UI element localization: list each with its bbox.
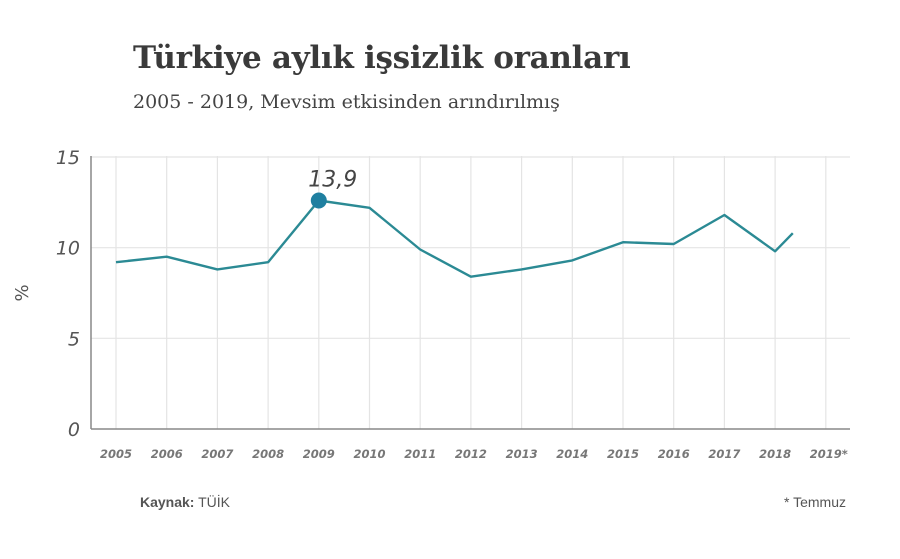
y-tick-label: 10 xyxy=(56,238,80,260)
source-credit: Kaynak: TÜİK xyxy=(140,494,230,510)
source-label: Kaynak: xyxy=(140,494,195,510)
y-tick-label: 0 xyxy=(68,419,80,441)
chart-title: Türkiye aylık işsizlik oranları xyxy=(133,40,631,76)
chart-subtitle: 2005 - 2019, Mevsim etkisinden arındırıl… xyxy=(133,91,560,113)
x-tick-label: 2011 xyxy=(404,447,436,461)
x-tick-label: 2016 xyxy=(658,447,690,461)
x-tick-label: 2006 xyxy=(151,447,183,461)
annotations: 13,9 xyxy=(308,168,357,209)
x-axis-ticks: 2005 2006 2007 2008 2009 2010 2011 2012 2013 2014… xyxy=(100,447,848,461)
y-axis-label: % xyxy=(12,284,33,301)
x-tick-label: 2019* xyxy=(810,447,848,461)
y-tick-label: 5 xyxy=(68,328,80,350)
x-tick-label: 2009 xyxy=(303,447,335,461)
series-line xyxy=(115,199,794,278)
x-tick-label: 2008 xyxy=(252,447,284,461)
x-tick-label: 2012 xyxy=(455,447,487,461)
grid-lines xyxy=(91,156,850,429)
peak-marker xyxy=(310,192,327,209)
source-value: TÜİK xyxy=(198,494,230,510)
x-tick-label: 2007 xyxy=(201,447,233,461)
x-tick-label: 2017 xyxy=(708,447,740,461)
peak-label: 13,9 xyxy=(308,168,357,193)
y-axis-ticks: 0 5 10 15 xyxy=(56,147,80,441)
footnote: * Temmuz xyxy=(784,494,846,510)
x-tick-label: 2013 xyxy=(506,447,538,461)
x-tick-label: 2014 xyxy=(556,447,588,461)
y-tick-label: 15 xyxy=(56,147,80,169)
x-tick-label: 2010 xyxy=(353,447,385,461)
x-tick-label: 2018 xyxy=(759,447,791,461)
x-tick-label: 2015 xyxy=(607,447,639,461)
x-tick-label: 2005 xyxy=(100,447,132,461)
